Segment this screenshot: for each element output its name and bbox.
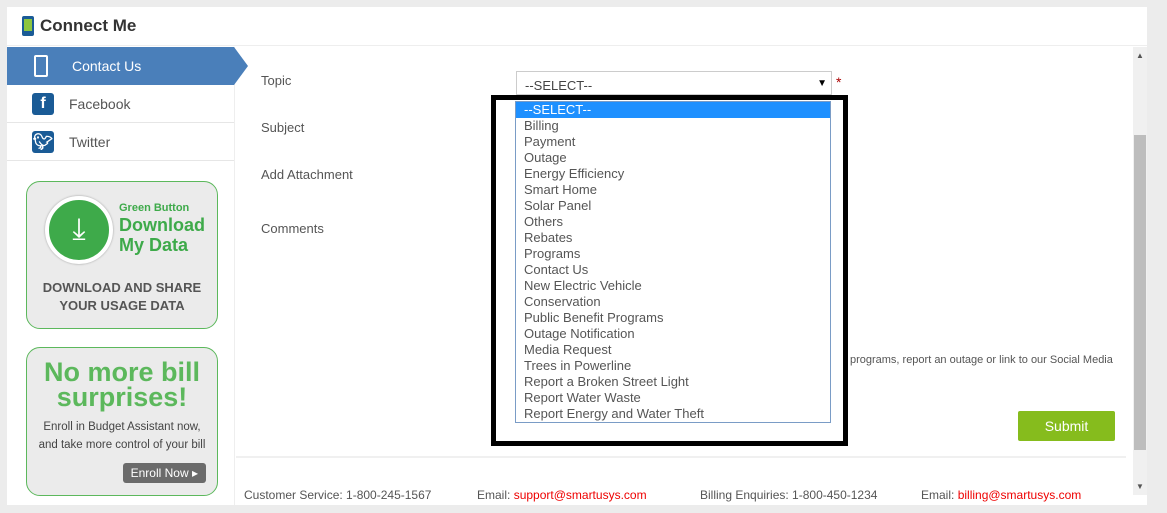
dropdown-option[interactable]: Programs — [524, 246, 581, 261]
billing-phone: Billing Enquiries: 1-800-450-1234 — [700, 488, 878, 502]
dropdown-option[interactable]: Conservation — [524, 294, 601, 309]
scrollbar-thumb[interactable] — [1134, 135, 1146, 450]
dropdown-option[interactable]: Billing — [524, 118, 559, 133]
header: Connect Me — [7, 7, 1147, 46]
email-label: Email: — [477, 488, 511, 502]
customer-service-phone: Customer Service: 1-800-245-1567 — [244, 488, 432, 502]
submit-button[interactable]: Submit — [1018, 411, 1115, 441]
dropdown-option[interactable]: Contact Us — [524, 262, 589, 277]
dropdown-option[interactable]: Energy Efficiency — [524, 166, 625, 181]
scroll-up-icon[interactable]: ▲ — [1136, 51, 1144, 60]
sidebar-item-contact-us[interactable]: Contact Us — [7, 47, 248, 85]
dropdown-option[interactable]: Rebates — [524, 230, 573, 245]
promo-caption: DOWNLOAD AND SHARE YOUR USAGE DATA — [27, 279, 217, 315]
email-label: Email: — [921, 488, 955, 502]
billing-email-link[interactable]: billing@smartusys.com — [957, 488, 1082, 502]
promo-text: and take more control of your bill — [38, 439, 206, 451]
topic-selected-value: --SELECT-- — [525, 78, 593, 93]
promo-headline: Download My Data — [119, 215, 205, 255]
promo-text: Enroll in Budget Assistant now, — [43, 421, 201, 433]
promo-headline: No more bill surprises! — [27, 357, 217, 412]
enroll-now-button[interactable]: Enroll Now ▸ — [122, 463, 206, 483]
twitter-icon: 🐦︎ — [32, 130, 54, 153]
sidebar-item-label: Facebook — [69, 95, 131, 112]
dropdown-option[interactable]: Report Water Waste — [524, 390, 641, 405]
topic-dropdown-list[interactable]: --SELECT-- Billing Payment Outage Energy Eff… — [515, 101, 831, 423]
scroll-down-icon[interactable]: ▼ — [1136, 482, 1144, 491]
budget-assistant-promo: No more bill surprises! Enroll in Budget … — [26, 347, 218, 496]
dropdown-option[interactable]: Outage Notification — [524, 326, 635, 341]
promo-text: Green Button — [119, 202, 190, 214]
sidebar-item-facebook[interactable]: f Facebook — [7, 85, 234, 123]
facebook-icon: f — [32, 92, 54, 115]
chevron-down-icon: ▼ — [817, 78, 827, 89]
sidebar-item-twitter[interactable]: 🐦︎ Twitter — [7, 123, 234, 161]
promo-text: DOWNLOAD AND SHARE — [42, 280, 202, 295]
dropdown-option[interactable]: Report Energy and Water Theft — [524, 406, 704, 421]
promo-text: YOUR USAGE DATA — [59, 298, 185, 313]
promo-text: Download — [119, 215, 205, 235]
billing-email: Email: billing@smartusys.com — [921, 488, 1081, 502]
divider — [236, 456, 1126, 458]
button-label: Enroll Now — [130, 466, 189, 480]
dropdown-option[interactable]: Media Request — [524, 342, 612, 357]
dropdown-option[interactable]: Payment — [524, 134, 576, 149]
sidebar-item-label: Twitter — [69, 133, 111, 150]
dropdown-option[interactable]: Solar Panel — [524, 198, 592, 213]
topic-label: Topic — [261, 73, 292, 88]
info-text: our programs, report an outage or link t… — [831, 354, 1113, 366]
download-icon: ⤓ — [45, 196, 113, 264]
connect-me-panel: Connect Me Contact Us f Facebook 🐦︎ Twitte… — [7, 7, 1147, 505]
promo-caption: Enroll in Budget Assistant now, and take … — [27, 418, 217, 454]
scrollbar[interactable]: ▲ ▼ — [1133, 47, 1147, 495]
dropdown-option[interactable]: New Electric Vehicle — [524, 278, 642, 293]
dropdown-option[interactable]: Report a Broken Street Light — [524, 374, 689, 389]
dropdown-option[interactable]: Outage — [524, 150, 567, 165]
dropdown-option[interactable]: Public Benefit Programs — [524, 310, 664, 325]
phone-mail-icon — [22, 16, 34, 36]
dropdown-option[interactable]: Others — [524, 214, 564, 229]
promo-text: surprises! — [56, 382, 188, 412]
dropdown-option[interactable]: Smart Home — [524, 182, 597, 197]
support-email-link[interactable]: support@smartusys.com — [513, 488, 647, 502]
sidebar: Contact Us f Facebook 🐦︎ Twitter ⤓ Green B… — [7, 47, 248, 505]
sidebar-item-label: Contact Us — [72, 58, 142, 74]
dropdown-option[interactable]: Trees in Powerline — [524, 358, 632, 373]
promo-text: My Data — [119, 235, 189, 255]
comments-label: Comments — [261, 221, 324, 236]
topic-select[interactable]: --SELECT-- ▼ — [516, 71, 832, 95]
attachment-label: Add Attachment — [261, 167, 353, 182]
dropdown-option[interactable]: --SELECT-- — [516, 102, 830, 118]
promo-text: No more bill — [43, 357, 200, 387]
subject-label: Subject — [261, 120, 305, 135]
support-email: Email: support@smartusys.com — [477, 488, 647, 502]
green-button-promo[interactable]: ⤓ Green Button Download My Data DOWNLOAD … — [26, 181, 218, 329]
required-mark: * — [836, 74, 842, 90]
phone-mail-icon — [34, 55, 48, 77]
page-title: Connect Me — [40, 16, 137, 35]
